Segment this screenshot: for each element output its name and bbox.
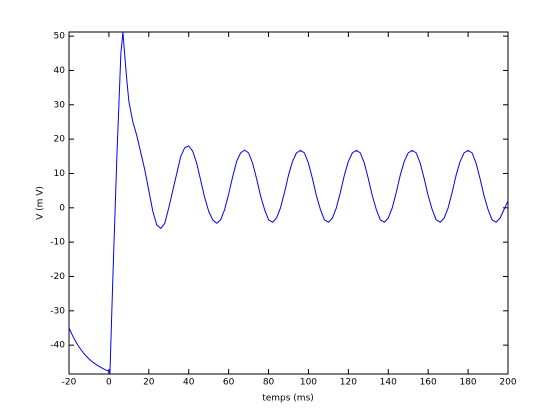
- x-tick-label: 60: [223, 378, 235, 388]
- y-tick-label: 50: [54, 32, 66, 42]
- x-tick-label: 0: [106, 378, 112, 388]
- x-tick-label: 20: [143, 378, 155, 388]
- x-tick-label: -20: [62, 378, 77, 388]
- y-tick-label: -30: [50, 306, 65, 316]
- x-tick-label: 120: [340, 378, 357, 388]
- y-tick-label: -40: [50, 341, 65, 351]
- x-tick-label: 200: [499, 378, 516, 388]
- x-tick-label: 40: [183, 378, 195, 388]
- y-tick-label: 40: [54, 66, 66, 76]
- y-tick-label: -20: [50, 272, 65, 282]
- x-tick-label: 140: [380, 378, 397, 388]
- y-tick-label: -10: [50, 238, 65, 248]
- x-tick-label: 80: [263, 378, 275, 388]
- x-axis-label: temps (ms): [262, 394, 314, 404]
- y-tick-label: 0: [59, 203, 65, 213]
- data-line: [68, 31, 509, 375]
- y-tick-label: 20: [54, 135, 66, 145]
- y-tick-label: 30: [54, 100, 66, 110]
- y-tick-label: 10: [54, 169, 66, 179]
- x-tick-label: 160: [420, 378, 437, 388]
- x-tick-label: 100: [300, 378, 317, 388]
- plot-area: [68, 31, 509, 375]
- x-tick-label: 180: [459, 378, 476, 388]
- y-axis-label: V (m V): [36, 186, 46, 220]
